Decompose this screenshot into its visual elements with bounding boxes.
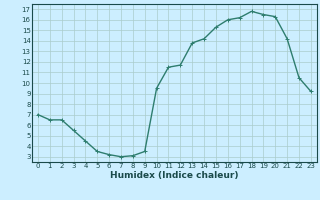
- X-axis label: Humidex (Indice chaleur): Humidex (Indice chaleur): [110, 171, 239, 180]
